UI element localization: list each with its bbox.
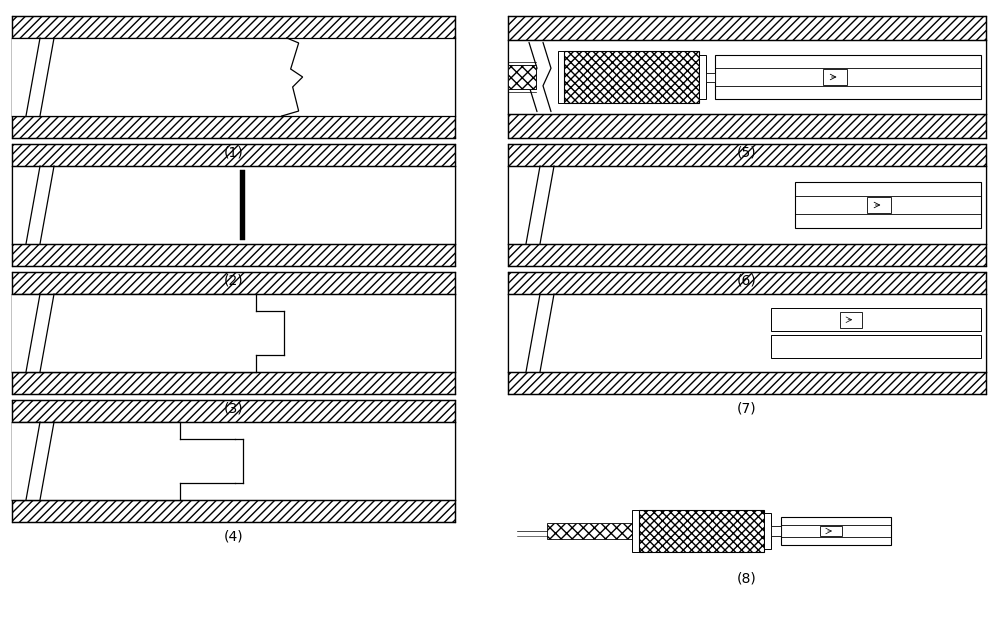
- Bar: [547, 523, 632, 539]
- Text: (2): (2): [224, 274, 243, 288]
- Bar: [508, 144, 986, 266]
- Bar: [12, 16, 455, 138]
- Bar: [840, 312, 862, 328]
- Bar: [564, 51, 699, 103]
- Bar: [558, 51, 564, 103]
- Bar: [508, 41, 986, 113]
- Bar: [771, 334, 981, 358]
- Bar: [12, 294, 455, 372]
- Bar: [12, 422, 180, 500]
- Text: (3): (3): [224, 402, 243, 416]
- Text: (7): (7): [737, 402, 757, 416]
- Text: (1): (1): [224, 146, 243, 160]
- Bar: [508, 166, 986, 244]
- Bar: [706, 73, 715, 81]
- Bar: [240, 170, 245, 240]
- Bar: [781, 517, 891, 545]
- Bar: [12, 294, 256, 372]
- Bar: [508, 294, 986, 372]
- Bar: [632, 510, 639, 552]
- Bar: [12, 38, 455, 116]
- Bar: [699, 54, 706, 100]
- Bar: [795, 182, 981, 228]
- Bar: [764, 513, 771, 549]
- Bar: [823, 69, 847, 85]
- Text: (4): (4): [224, 530, 243, 544]
- Bar: [508, 65, 536, 89]
- Bar: [12, 166, 455, 244]
- Polygon shape: [12, 38, 303, 116]
- Bar: [715, 55, 981, 99]
- Bar: [508, 16, 986, 138]
- Bar: [820, 526, 842, 536]
- Bar: [639, 510, 764, 552]
- Bar: [12, 400, 455, 522]
- Text: (5): (5): [737, 146, 757, 160]
- Text: (8): (8): [737, 571, 757, 585]
- Bar: [508, 65, 536, 89]
- Bar: [508, 166, 986, 244]
- Bar: [12, 272, 455, 394]
- Bar: [771, 526, 781, 536]
- Bar: [508, 294, 986, 372]
- Bar: [867, 197, 891, 213]
- Bar: [508, 272, 986, 394]
- Text: (6): (6): [737, 274, 757, 288]
- Bar: [771, 308, 981, 331]
- Bar: [12, 144, 455, 266]
- Bar: [12, 422, 455, 500]
- Bar: [508, 41, 986, 113]
